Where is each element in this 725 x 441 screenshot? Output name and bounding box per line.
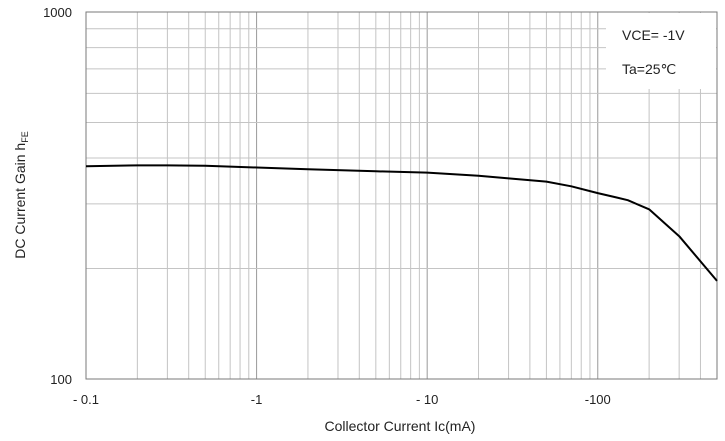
series-line (85, 164, 718, 282)
x-axis-title: Collector Current Ic(mA) (325, 418, 476, 434)
y-tick-labels: 100 1000 (43, 5, 72, 387)
x-tick-labels: - 0.1 -1 - 10 -100 (73, 392, 611, 407)
condition-vce: VCE= -1V (622, 27, 685, 43)
series-layer (85, 164, 718, 282)
conditions-box: VCE= -1V Ta=25℃ (606, 13, 716, 89)
condition-ta: Ta=25℃ (622, 61, 676, 77)
y-axis-title-main: DC Current Gain h (12, 143, 28, 259)
plot-frame (85, 11, 718, 380)
x-tick-label: - 10 (416, 392, 438, 407)
y-axis-title: DC Current Gain hFE (12, 131, 30, 258)
x-tick-label: -100 (585, 392, 611, 407)
y-axis-title-subscript: FE (20, 131, 30, 143)
x-tick-label: -1 (251, 392, 263, 407)
y-tick-label: 1000 (43, 5, 72, 20)
y-tick-label: 100 (50, 372, 72, 387)
x-tick-label: - 0.1 (73, 392, 99, 407)
